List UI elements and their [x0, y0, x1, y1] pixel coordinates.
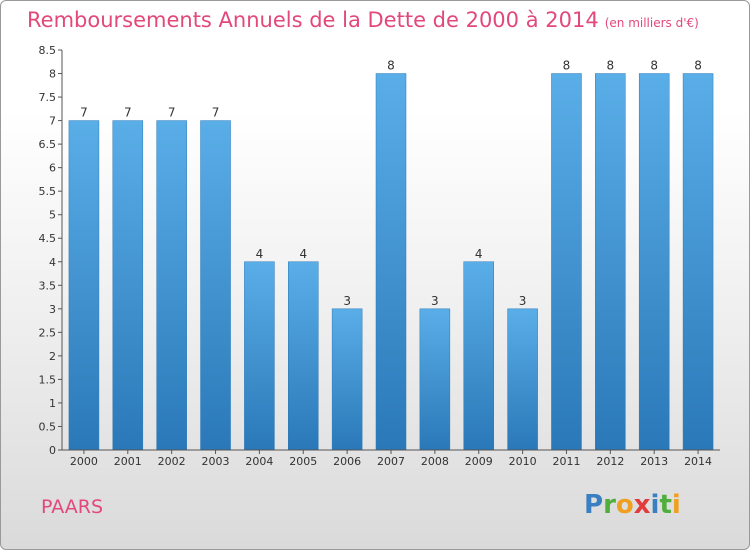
y-tick-label: 6 — [49, 162, 56, 175]
x-tick-label: 2009 — [465, 455, 493, 468]
data-label: 8 — [563, 59, 571, 73]
data-label: 7 — [80, 106, 88, 120]
bar — [331, 308, 363, 451]
x-tick-label: 2000 — [70, 455, 98, 468]
logo-letter: t — [659, 490, 672, 520]
data-label: 4 — [256, 247, 264, 261]
logo-letter: o — [615, 490, 634, 520]
y-tick-label: 4.5 — [39, 232, 57, 245]
data-label: 8 — [387, 59, 395, 73]
x-tick-label: 2008 — [421, 455, 449, 468]
y-tick-label: 0.5 — [39, 420, 57, 433]
data-label: 8 — [607, 59, 615, 73]
logo-letter: i — [650, 490, 660, 520]
bar — [419, 308, 451, 451]
bar — [244, 261, 275, 451]
data-label: 4 — [299, 247, 307, 261]
data-label: 8 — [650, 59, 658, 73]
y-tick-label: 0 — [49, 444, 56, 457]
bar — [682, 73, 714, 451]
logo-letter: r — [603, 490, 616, 520]
y-tick-label: 2 — [49, 350, 56, 363]
bar — [638, 73, 670, 451]
chart-title: Remboursements Annuels de la Dette de 20… — [27, 8, 699, 32]
y-tick-label: 3 — [49, 303, 56, 316]
x-tick-label: 2001 — [114, 455, 142, 468]
bar — [156, 120, 187, 451]
data-label: 8 — [694, 59, 702, 73]
bar — [463, 261, 494, 451]
y-tick-label: 7 — [49, 115, 56, 128]
y-tick-label: 2.5 — [39, 326, 57, 339]
y-tick-label: 7.5 — [39, 91, 57, 104]
data-label: 3 — [343, 294, 351, 308]
chart-unit: (en milliers d'€) — [604, 16, 699, 30]
bar — [68, 120, 100, 451]
x-tick-label: 2003 — [202, 455, 230, 468]
y-tick-label: 5 — [49, 209, 56, 222]
commune-name: PAARS — [41, 496, 104, 518]
bar — [507, 308, 538, 451]
bar — [288, 261, 319, 451]
data-label: 3 — [431, 294, 439, 308]
y-tick-label: 6.5 — [39, 138, 57, 151]
logo-letter: x — [633, 490, 651, 520]
bar — [112, 120, 144, 451]
x-tick-label: 2013 — [640, 455, 668, 468]
y-tick-label: 8.5 — [39, 44, 57, 57]
data-label: 7 — [212, 106, 220, 120]
x-tick-label: 2007 — [377, 455, 405, 468]
y-tick-label: 4 — [49, 256, 56, 269]
x-tick-label: 2011 — [552, 455, 580, 468]
x-tick-label: 2005 — [289, 455, 317, 468]
data-label: 7 — [124, 106, 132, 120]
y-tick-label: 1.5 — [39, 373, 57, 386]
logo-letter: i — [671, 490, 681, 520]
y-tick-label: 1 — [49, 397, 56, 410]
bar — [200, 120, 231, 451]
y-tick-label: 5.5 — [39, 185, 57, 198]
data-label: 7 — [168, 106, 176, 120]
x-tick-label: 2012 — [596, 455, 624, 468]
bar — [595, 73, 626, 451]
x-tick-label: 2014 — [684, 455, 712, 468]
x-tick-label: 2010 — [509, 455, 537, 468]
x-tick-label: 2002 — [158, 455, 186, 468]
bar — [375, 73, 407, 451]
logo-letter: P — [584, 490, 604, 520]
data-label: 4 — [475, 247, 483, 261]
x-tick-label: 2006 — [333, 455, 361, 468]
proxiti-logo: Proxiti — [584, 490, 681, 520]
y-tick-label: 3.5 — [39, 279, 57, 292]
y-tick-label: 8 — [49, 68, 56, 81]
x-tick-label: 2004 — [245, 455, 273, 468]
bar — [551, 73, 582, 451]
data-label: 3 — [519, 294, 527, 308]
